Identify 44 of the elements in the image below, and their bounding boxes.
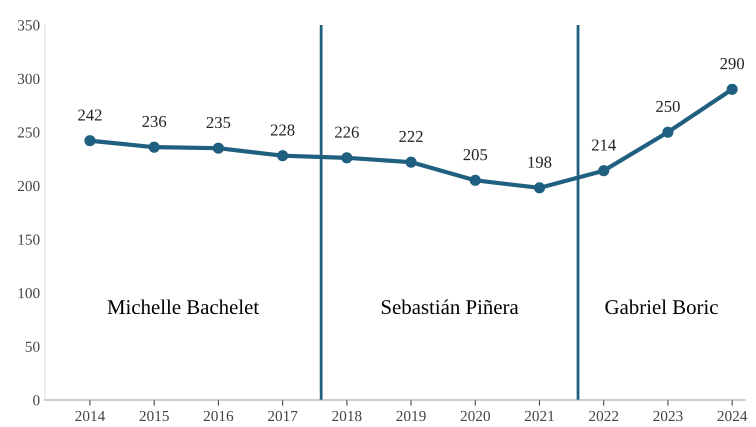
point xyxy=(212,142,224,154)
y-tick-label: 0 xyxy=(33,395,40,406)
point xyxy=(341,152,352,164)
y-tick-label: 200 xyxy=(18,180,40,192)
x-tick-label: 2014 xyxy=(75,410,105,422)
data-label: 205 xyxy=(464,149,488,160)
y-tick-label: 150 xyxy=(18,234,40,245)
annotation: Sebastián Piñera xyxy=(382,299,518,314)
point xyxy=(84,135,96,146)
data-label: 250 xyxy=(656,100,680,112)
annotation: Michelle Bachelet xyxy=(108,299,260,314)
point xyxy=(534,182,546,194)
point xyxy=(148,142,160,153)
point xyxy=(277,150,288,162)
y-tick-label: 250 xyxy=(18,127,40,138)
x-tick-label: 2023 xyxy=(653,410,683,422)
x-tick-label: 2015 xyxy=(140,410,169,422)
x-tick-label: 2024 xyxy=(718,410,748,422)
data-label: 228 xyxy=(270,124,294,136)
data-label: 236 xyxy=(142,116,166,128)
x-tick-label: 2020 xyxy=(460,410,490,422)
point xyxy=(470,174,481,186)
y-tick-label: 300 xyxy=(18,74,40,84)
data-label: 242 xyxy=(78,109,102,120)
x-tick-label: 2017 xyxy=(268,410,298,422)
annotation: Gabriel Boric xyxy=(605,299,718,314)
point xyxy=(598,165,610,176)
data-label: 198 xyxy=(528,156,552,168)
data-label: 214 xyxy=(592,139,616,150)
x-tick-label: 2016 xyxy=(204,410,234,422)
y-tick-label: 350 xyxy=(18,20,40,30)
data-label: 290 xyxy=(720,58,744,70)
data-label: 222 xyxy=(399,130,423,142)
y-tick-label: 50 xyxy=(26,342,40,352)
x-tick-label: 2018 xyxy=(332,410,362,422)
data-label: 226 xyxy=(335,126,359,138)
x-tick-label: 2021 xyxy=(524,410,554,422)
x-tick-label: 2022 xyxy=(589,410,618,422)
point xyxy=(662,126,674,138)
point xyxy=(406,156,417,168)
x-tick-label: 2019 xyxy=(396,410,426,422)
point xyxy=(726,84,738,95)
data-label: 235 xyxy=(206,116,230,128)
y-tick-label: 100 xyxy=(18,288,40,298)
